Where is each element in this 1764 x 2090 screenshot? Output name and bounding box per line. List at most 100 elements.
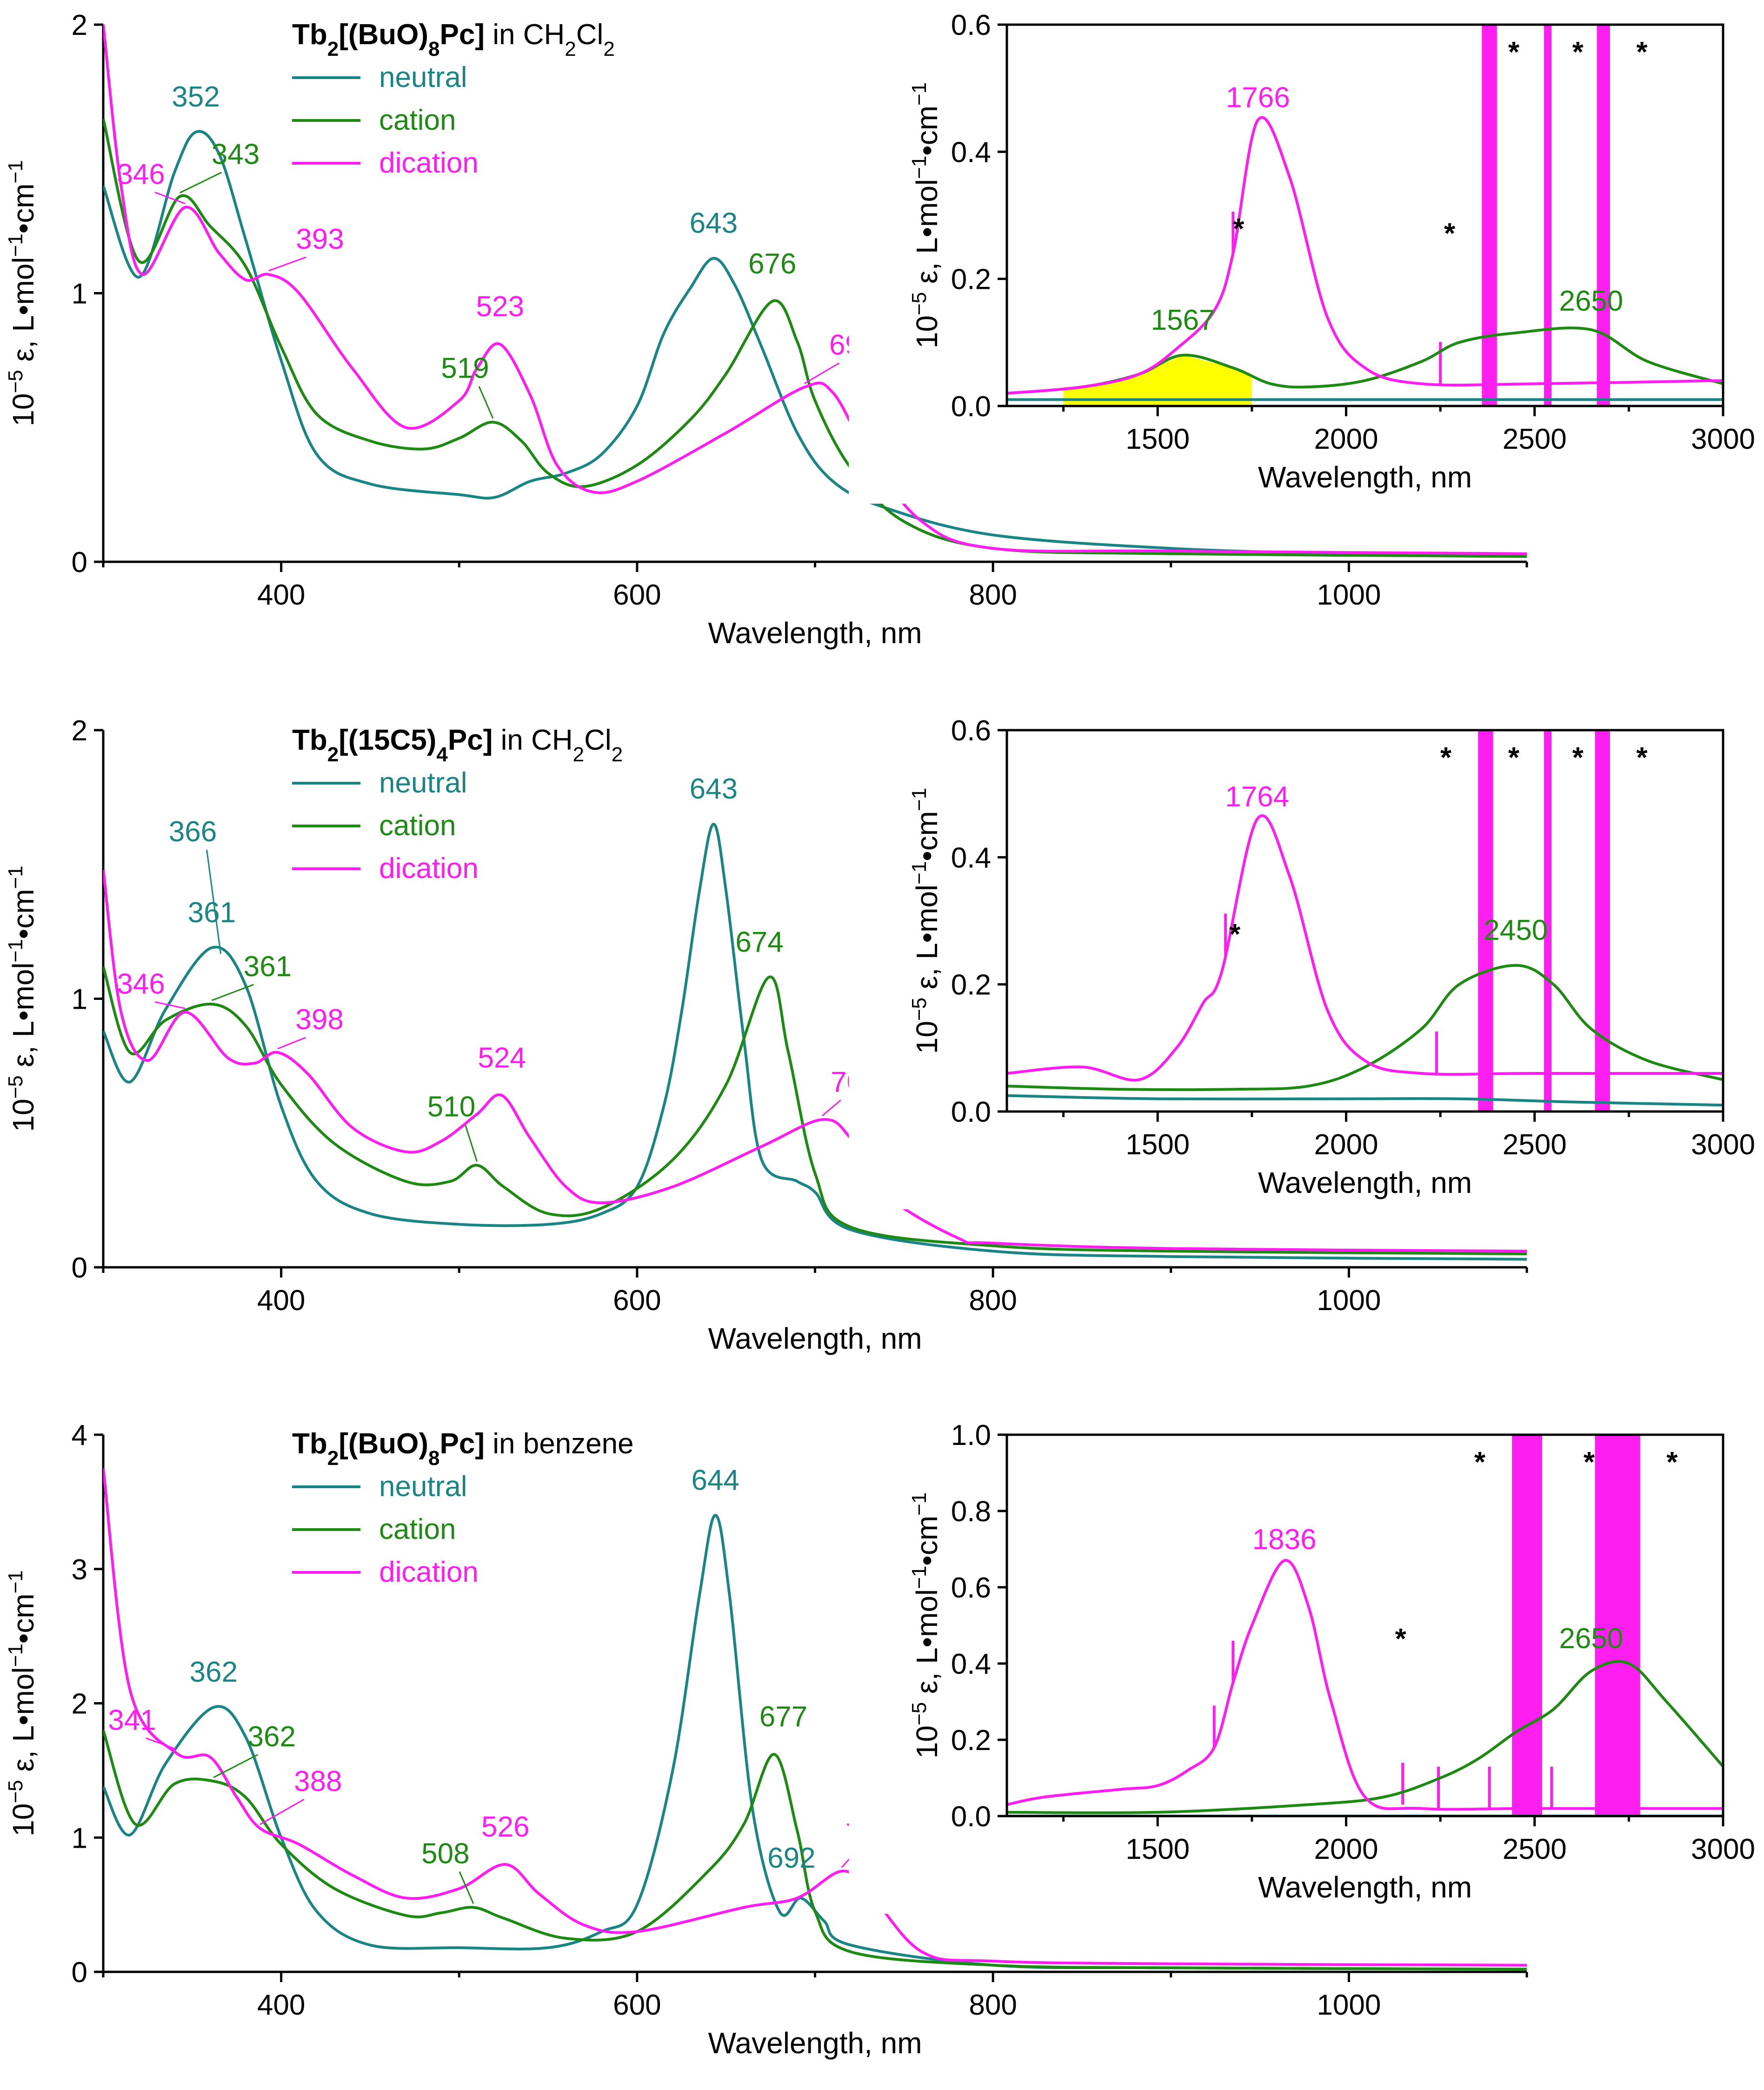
legend-title-part: Pc] [440, 1428, 485, 1460]
main-y-tick-label: 0 [72, 1957, 87, 1989]
main-x-tick-label: 800 [969, 579, 1017, 611]
inset-series-line-dication [1007, 116, 1723, 395]
axis-label-part: 10 [910, 315, 944, 348]
main-x-axis-label: Wavelength, nm [708, 2026, 922, 2060]
series-line-neutral [103, 130, 1527, 558]
inset-x-tick-label: 3000 [1691, 423, 1755, 455]
legend-title-part: 8 [428, 38, 439, 60]
inset-artifact-star: * [1584, 1446, 1595, 1478]
inset-artifact-star: * [1229, 919, 1241, 951]
main-x-tick-label: 600 [613, 1285, 661, 1317]
series-line-dication [103, 869, 1527, 1253]
legend-title-part: Tb [292, 19, 327, 51]
peak-label-cation: 508 [421, 1837, 469, 1870]
inset-peak-label-cation: 2650 [1559, 285, 1623, 317]
legend-entry-neutral: neutral [379, 61, 467, 93]
peak-label-dication: 341 [108, 1704, 156, 1736]
axis-label-part: 10 [910, 1021, 944, 1054]
main-y-tick-label: 0 [72, 546, 87, 579]
inset-background [849, 15, 1742, 504]
inset-y-tick-label: 0.6 [951, 9, 991, 41]
inset-series-group [1007, 730, 1723, 1112]
inset-plot: 1500 2000 2500 3000 0.0 0.2 0.4 0.6 Wavelength, … [849, 9, 1755, 504]
inset-x-axis-label: Wavelength, nm [1258, 1870, 1472, 1904]
inset-artifact-star: * [1666, 1446, 1678, 1478]
axis-label-part: −1 [908, 82, 931, 106]
axis-label-part: −1 [4, 233, 27, 257]
inset-artifact-star: * [1572, 36, 1584, 68]
peak-label-dication: 346 [117, 968, 165, 1000]
inset-y-axis-label: 10−5 ε, L•mol−1•cm−1 [908, 1492, 944, 1758]
inset-x-tick-label: 2000 [1314, 1129, 1378, 1161]
inset-artifact-star: * [1636, 742, 1648, 774]
inset-artifact-band [1595, 1435, 1640, 1816]
main-y-tick-label: 0 [72, 1252, 87, 1284]
axis-label-part: −1 [908, 1492, 931, 1516]
peak-leader-line [277, 1037, 306, 1050]
inset-y-tick-label: 0.6 [951, 715, 991, 747]
main-y-tick-label: 3 [72, 1554, 87, 1586]
main-x-tick-label: 1000 [1317, 579, 1381, 611]
inset-y-tick-label: 0.8 [951, 1496, 991, 1528]
inset-x-tick-label: 1500 [1125, 1833, 1190, 1865]
main-series-group [103, 1468, 1527, 1971]
axis-label-part: •cm [910, 1516, 944, 1566]
series-line-cation [103, 966, 1527, 1256]
axis-label-part: −5 [908, 292, 931, 315]
peak-leader-line [179, 172, 222, 193]
peak-label-cation: 674 [735, 926, 783, 958]
peak-leader-line [154, 192, 186, 205]
axis-label-part: 10 [7, 393, 40, 426]
legend-entry-cation: cation [379, 810, 456, 842]
axis-label-part: ε, L•mol [7, 1667, 40, 1780]
inset-x-tick-label: 1500 [1125, 1129, 1190, 1161]
inset-series-line-dication [1007, 1559, 1723, 1811]
legend-title-part: 2 [327, 1447, 339, 1470]
inset-x-tick-label: 2500 [1503, 1833, 1567, 1865]
peak-label-dication: 393 [296, 223, 344, 255]
peak-label-neutral: 362 [190, 1656, 238, 1688]
inset-x-tick-label: 3000 [1691, 1129, 1755, 1161]
peak-label-cation: 361 [244, 951, 292, 983]
legend-title-part: 2 [565, 38, 576, 60]
legend-entry-dication: dication [379, 852, 479, 885]
legend-title-part: 2 [573, 743, 584, 766]
inset-artifact-star: * [1444, 218, 1456, 250]
inset-x-tick-label: 2000 [1314, 1833, 1378, 1865]
inset-x-tick-label: 1500 [1125, 423, 1190, 455]
inset-y-tick-label: 0.2 [951, 264, 991, 296]
series-line-cation [103, 118, 1527, 558]
axis-label-part: •cm [910, 106, 944, 156]
legend-entry-dication: dication [379, 1556, 479, 1588]
main-y-axis-label: 10−5 ε, L•mol−1•cm−1 [4, 865, 40, 1132]
axis-label-part: −1 [4, 865, 27, 889]
inset-artifact-band [1544, 730, 1552, 1112]
axis-label-part: −5 [4, 1075, 27, 1098]
peak-leader-line [478, 386, 494, 419]
axis-label-part: •cm [7, 1593, 40, 1644]
legend-title-part: [(BuO) [339, 19, 428, 51]
inset-artifact-band [1478, 730, 1493, 1112]
inset-x-tick-label: 3000 [1691, 1833, 1755, 1865]
axis-label-part: −5 [908, 998, 931, 1021]
series-line-neutral [103, 1514, 1527, 1971]
legend-title-part: 2 [612, 743, 623, 766]
legend-title-part: Tb [292, 724, 327, 756]
series-line-dication [103, 24, 1527, 555]
peak-leader-line [213, 1754, 258, 1778]
inset-artifact-star: * [1572, 742, 1584, 774]
axis-label-part: −5 [908, 1702, 931, 1725]
main-y-axis-label: 10−5 ε, L•mol−1•cm−1 [4, 160, 40, 426]
main-y-tick-label: 2 [72, 715, 87, 747]
peak-label-cation: 510 [427, 1091, 475, 1123]
inset-y-tick-label: 0.6 [951, 1572, 991, 1604]
peak-label-neutral: 644 [692, 1464, 739, 1496]
legend-entry-cation: cation [379, 104, 456, 136]
peak-leader-line [465, 1125, 478, 1162]
peak-label-dication: 388 [294, 1765, 342, 1797]
inset-series-line-neutral [1007, 1094, 1723, 1107]
legend-entry-cation: cation [379, 1513, 456, 1545]
